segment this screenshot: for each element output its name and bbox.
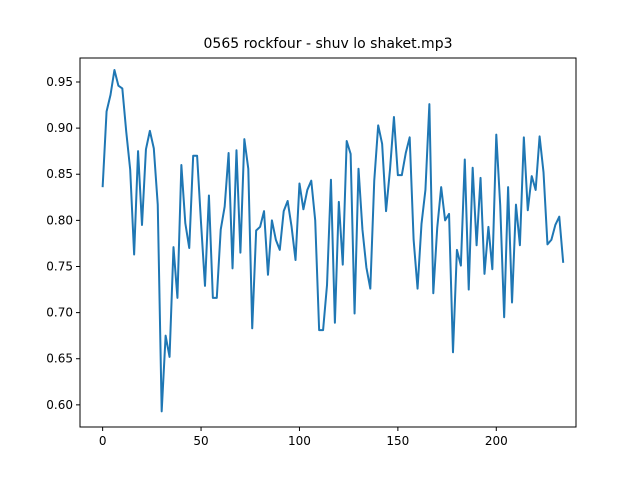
y-tick-label: 0.85 [46, 167, 73, 181]
x-tick-label: 100 [288, 434, 311, 448]
y-axis: 0.60 0.65 0.70 0.75 0.80 0.85 0.90 0.95 [46, 75, 80, 412]
plot-frame [79, 57, 577, 428]
x-tick-label: 200 [485, 434, 508, 448]
series-layer [101, 68, 565, 413]
x-tick-label: 50 [193, 434, 208, 448]
y-tick-label: 0.90 [46, 121, 73, 135]
x-tick-label: 150 [386, 434, 409, 448]
y-tick-label: 0.75 [46, 259, 73, 273]
y-tick-label: 0.70 [46, 306, 73, 320]
x-axis: 0 50 100 150 200 [99, 427, 508, 448]
chart-title: 0565 rockfour - shuv lo shaket.mp3 [204, 36, 453, 52]
y-tick-label: 0.65 [46, 352, 73, 366]
y-tick-label: 0.95 [46, 75, 73, 89]
x-tick-label: 0 [99, 434, 107, 448]
y-tick-label: 0.60 [46, 398, 73, 412]
series-line-0 [101, 68, 565, 413]
y-tick-label: 0.80 [46, 213, 73, 227]
